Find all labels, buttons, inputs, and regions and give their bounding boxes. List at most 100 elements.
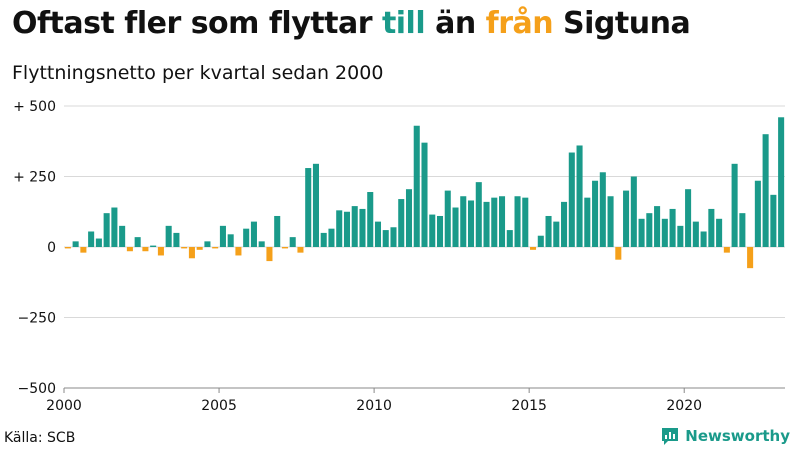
bar — [142, 247, 149, 252]
bar — [530, 247, 537, 250]
bar — [328, 228, 335, 247]
bar — [95, 238, 102, 247]
bar — [739, 213, 746, 247]
bar — [188, 247, 195, 259]
bar — [630, 176, 637, 247]
title-part-2: än — [425, 6, 486, 41]
bar — [460, 196, 467, 247]
bar — [646, 213, 653, 247]
chart-subtitle: Flyttningsnetto per kvartal sedan 2000 — [12, 62, 384, 84]
bar — [677, 225, 684, 247]
bar — [623, 190, 630, 247]
title-part-1: Oftast fler som flyttar — [12, 6, 382, 41]
y-axis-ticks: + 500 + 250 0 −250 −500 — [13, 99, 56, 397]
title-part-3: Sigtuna — [553, 6, 691, 41]
bar — [584, 197, 591, 247]
bar — [522, 197, 529, 247]
bar — [305, 168, 312, 247]
bar — [134, 237, 141, 247]
bar — [289, 237, 296, 247]
bar — [413, 125, 420, 247]
bar — [545, 215, 552, 247]
bar — [537, 235, 544, 247]
bar — [212, 247, 219, 249]
bar — [165, 225, 172, 247]
bar — [708, 208, 715, 247]
bar — [266, 247, 273, 262]
bar — [747, 247, 754, 269]
bar — [382, 230, 389, 247]
title-word-fran: från — [485, 6, 554, 41]
bar — [770, 194, 777, 247]
brand-logo: Newsworthy — [660, 426, 790, 446]
bar — [219, 225, 226, 247]
bar — [700, 231, 707, 247]
bar — [692, 221, 699, 247]
bar — [506, 230, 513, 247]
bar — [638, 218, 645, 247]
bars — [64, 117, 785, 269]
bar — [514, 196, 521, 247]
bar — [467, 200, 475, 247]
bar — [312, 163, 319, 247]
bar — [607, 196, 614, 247]
bar — [615, 247, 622, 260]
bar — [405, 189, 413, 247]
bar — [723, 247, 730, 253]
bar — [592, 180, 599, 247]
bar — [452, 207, 459, 247]
bar — [227, 234, 234, 247]
bar — [204, 241, 211, 247]
bar — [599, 172, 606, 247]
bar — [654, 206, 661, 247]
bar — [258, 241, 265, 247]
bar — [250, 221, 257, 247]
bar — [421, 142, 428, 247]
bar — [351, 206, 358, 247]
y-tick-label: −250 — [18, 311, 56, 327]
x-tick-label: 2005 — [201, 398, 237, 414]
bar — [762, 134, 769, 247]
bar — [491, 197, 498, 247]
bar — [483, 201, 490, 247]
bar — [367, 192, 374, 247]
bar — [64, 247, 71, 249]
bar — [103, 213, 110, 247]
bar — [576, 145, 583, 247]
bar — [343, 211, 350, 247]
bar — [429, 214, 436, 247]
bar — [281, 247, 288, 249]
bar — [150, 245, 157, 247]
y-tick-label: −500 — [18, 381, 56, 397]
chart-title: Oftast fler som flyttar till än från Sig… — [12, 6, 691, 41]
x-axis-ticks: 2000 2005 2010 2015 2020 — [46, 388, 702, 414]
bar — [359, 208, 366, 247]
chart-bubble-icon — [662, 428, 679, 445]
x-tick-label: 2020 — [666, 398, 702, 414]
y-tick-label: + 250 — [13, 170, 56, 186]
bar — [196, 247, 203, 250]
bar — [88, 231, 95, 247]
source-label: Källa: SCB — [4, 430, 76, 446]
bar — [157, 247, 164, 256]
bar — [72, 241, 79, 247]
bar — [80, 247, 87, 253]
bar — [778, 117, 785, 247]
brand-name: Newsworthy — [685, 427, 790, 445]
bar — [320, 232, 327, 247]
bar — [444, 190, 451, 247]
bar — [754, 180, 761, 247]
bar — [475, 182, 482, 247]
bar — [398, 199, 405, 247]
bar — [716, 218, 723, 247]
bar — [685, 189, 692, 247]
bar — [235, 247, 242, 256]
y-tick-label: 0 — [47, 240, 56, 256]
bar — [243, 228, 250, 247]
bar — [119, 225, 126, 247]
bar — [669, 208, 676, 247]
bar — [568, 152, 575, 247]
y-tick-label: + 500 — [13, 99, 56, 115]
bar — [181, 247, 188, 249]
bar — [561, 201, 568, 247]
